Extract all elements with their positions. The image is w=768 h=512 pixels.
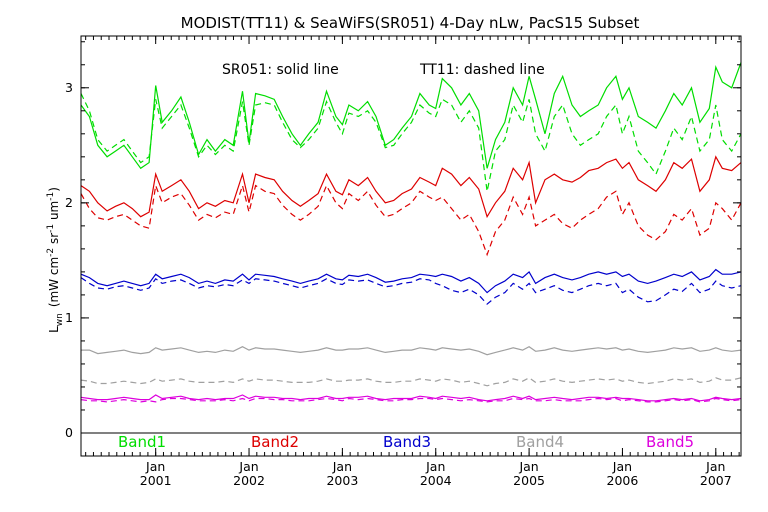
y-tick-label: 2: [65, 195, 73, 210]
series-line-band2: [80, 155, 742, 219]
legend-layer: Band1 Band2 Band3 Band4 Band5: [118, 433, 694, 451]
series-line-band2-tt11: [80, 183, 742, 257]
y-tick-label: 1: [65, 310, 73, 325]
x-tick-label-month: Jan: [612, 459, 632, 474]
series-line-band5-tt11: [80, 397, 742, 403]
plot-frame: [80, 35, 742, 457]
chart-title: MODIST(TT11) & SeaWiFS(SR051) 4-Day nLw,…: [181, 14, 640, 32]
series-layer: [80, 62, 742, 403]
annotation-dashed: TT11: dashed line: [419, 62, 545, 78]
series-line-band1-tt11: [80, 93, 742, 192]
x-tick-label-month: Jan: [332, 459, 352, 474]
axes-layer: 0123Jan2001Jan2002Jan2003Jan2004Jan2005J…: [65, 35, 742, 488]
x-tick-label-month: Jan: [518, 459, 538, 474]
series-line-band3: [80, 268, 742, 294]
x-tick-label-year: 2006: [607, 473, 639, 488]
series-line-band4: [81, 345, 742, 356]
x-tick-label-year: 2007: [700, 473, 732, 488]
x-tick-label-month: Jan: [238, 459, 258, 474]
x-tick-label-month: Jan: [145, 459, 165, 474]
x-tick-label-year: 2003: [326, 473, 358, 488]
y-tick-label: 0: [65, 425, 73, 440]
x-tick-label-month: Jan: [425, 459, 445, 474]
y-tick-label: 3: [65, 80, 73, 95]
annotation-solid: SR051: solid line: [222, 62, 339, 78]
series-line-band3-tt11: [80, 277, 742, 305]
legend-entry-band5: Band5: [646, 433, 694, 451]
x-tick-label-year: 2004: [420, 473, 452, 488]
x-tick-label-year: 2005: [513, 473, 545, 488]
legend-entry-band2: Band2: [251, 433, 299, 451]
legend-entry-band3: Band3: [383, 433, 431, 451]
x-tick-label-year: 2002: [233, 473, 265, 488]
series-line-band5: [80, 394, 742, 402]
series-line-band4-tt11: [80, 377, 742, 387]
x-tick-label-year: 2001: [140, 473, 172, 488]
x-tick-label-month: Jan: [705, 459, 725, 474]
series-line-band1: [80, 62, 742, 170]
legend-entry-band1: Band1: [118, 433, 166, 451]
y-axis-label: Lwn(mW cm-2 sr-1 um-1): [46, 187, 65, 333]
legend-entry-band4: Band4: [516, 433, 564, 451]
